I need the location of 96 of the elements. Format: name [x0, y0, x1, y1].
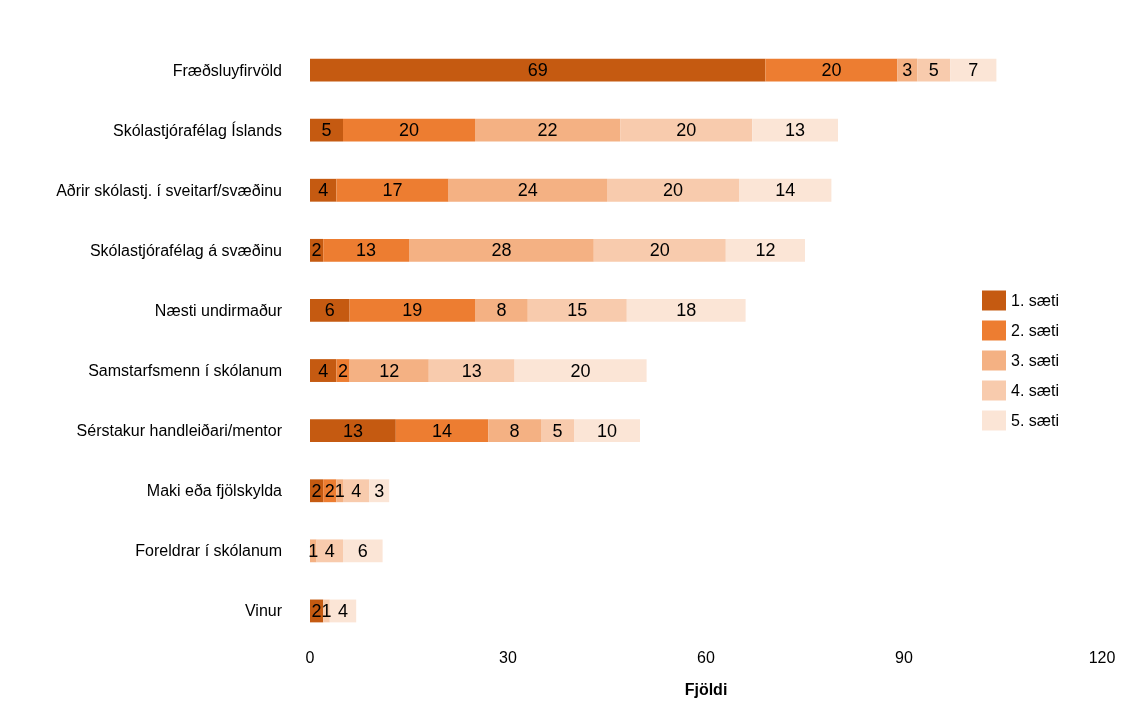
bar	[527, 299, 627, 322]
y-tick-label: Skólastjórafélag á svæðinu	[89, 241, 282, 259]
bar	[620, 118, 753, 142]
y-tick-label: Sérstakur handleiðari/mentor	[76, 422, 283, 440]
bar	[514, 359, 647, 382]
data-label: 22	[537, 120, 558, 141]
data-label: 18	[676, 300, 697, 321]
data-label: 19	[402, 300, 423, 321]
data-label: 4	[318, 360, 329, 381]
data-label: 8	[496, 300, 507, 321]
bar	[310, 419, 396, 443]
data-label: 12	[379, 360, 400, 381]
bar	[395, 419, 489, 443]
bar	[541, 419, 574, 443]
y-tick-label: Samstarfsmenn í skólanum	[88, 362, 282, 380]
data-label: 17	[382, 180, 403, 201]
x-tick-label: 0	[305, 648, 315, 666]
bar	[752, 118, 838, 142]
bar	[448, 178, 607, 202]
data-label: 7	[968, 60, 979, 81]
legend-label: 5. sæti	[1010, 412, 1059, 429]
bar	[343, 118, 475, 142]
data-label: 14	[431, 420, 453, 441]
data-label: 3	[374, 480, 385, 501]
bar	[593, 238, 726, 262]
data-label: 8	[509, 420, 520, 441]
data-label: 24	[517, 180, 538, 201]
x-tick-label: 30	[499, 648, 517, 666]
legend-label: 3. sæti	[1010, 352, 1059, 369]
data-label: 14	[775, 180, 796, 201]
y-tick-label: Vinur	[244, 602, 283, 620]
x-axis-title: Fjöldi	[684, 680, 728, 698]
data-label: 20	[398, 120, 420, 141]
data-label: 5	[928, 60, 939, 81]
data-label: 28	[491, 240, 512, 261]
data-label: 2	[337, 360, 349, 381]
data-label: 1	[308, 540, 319, 561]
y-tick-label: Foreldrar í skólanum	[135, 542, 282, 560]
y-tick-label: Aðrir skólastj. í sveitarf/svæðinu	[56, 181, 282, 199]
y-tick-label: Maki eða fjölskylda	[146, 482, 283, 500]
bar	[475, 299, 528, 322]
data-label: 13	[785, 120, 806, 141]
data-label: 1	[334, 480, 345, 501]
bar	[739, 178, 832, 202]
data-label: 4	[318, 180, 329, 201]
data-label: 13	[461, 360, 482, 381]
bar	[950, 58, 997, 82]
x-tick-label: 120	[1088, 648, 1116, 666]
bar	[343, 539, 383, 563]
data-label: 4	[337, 600, 349, 621]
bar	[765, 58, 898, 82]
data-label: 13	[342, 420, 363, 441]
data-label: 4	[351, 480, 362, 501]
data-label: 5	[321, 120, 332, 141]
bar	[349, 359, 429, 382]
bar	[626, 299, 746, 322]
data-label: 15	[567, 300, 588, 321]
x-tick-label: 60	[697, 648, 715, 666]
bar	[323, 238, 409, 262]
data-label: 5	[552, 420, 563, 441]
bar	[310, 118, 343, 142]
data-label: 20	[649, 240, 670, 261]
data-label: 20	[676, 120, 697, 141]
data-label: 2	[311, 600, 322, 621]
bar	[310, 58, 766, 82]
bar	[409, 238, 594, 262]
y-tick-label: Fræðsluyfirvöld	[172, 61, 282, 79]
data-label: 2	[311, 480, 322, 501]
data-label: 20	[662, 180, 684, 201]
bar	[336, 178, 449, 202]
data-label: 2	[324, 480, 335, 501]
data-label: 20	[570, 360, 591, 381]
legend-label: 1. sæti	[1010, 292, 1059, 309]
data-label: 6	[357, 540, 368, 561]
bar	[428, 359, 515, 382]
data-label: 3	[902, 60, 913, 81]
bar	[488, 419, 541, 443]
bar	[574, 419, 640, 443]
data-label: 13	[356, 240, 377, 261]
bar	[725, 238, 805, 262]
data-label: 4	[324, 540, 335, 561]
y-tick-label: Næsti undirmaður	[154, 301, 283, 319]
bar	[475, 118, 621, 142]
data-label: 6	[324, 300, 335, 321]
bar	[607, 178, 739, 202]
bar	[349, 299, 475, 322]
data-label: 20	[821, 60, 842, 81]
y-tick-label: Skólastjórafélag Íslands	[113, 120, 282, 139]
data-label: 10	[596, 420, 618, 441]
bar	[310, 299, 350, 322]
data-label: 12	[755, 240, 776, 261]
legend-label: 2. sæti	[1010, 322, 1059, 339]
data-label: 2	[311, 240, 322, 261]
x-tick-label: 90	[895, 648, 913, 666]
legend-label: 4. sæti	[1010, 382, 1059, 399]
data-label: 69	[527, 60, 548, 81]
